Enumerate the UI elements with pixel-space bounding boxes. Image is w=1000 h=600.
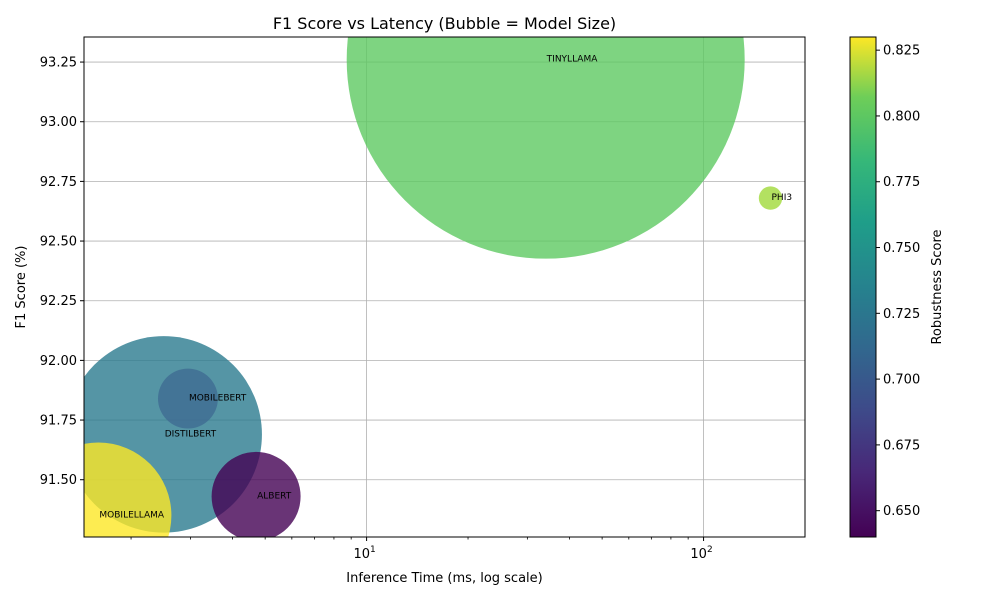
x-axis-ticks: 101 102 xyxy=(130,537,713,562)
colorbar-tick-label: 0.650 xyxy=(883,504,920,519)
y-axis-ticks: 91.50 91.75 92.00 92.25 92.50 92.75 93.00 93.25 xyxy=(40,56,84,488)
bubble-label: TINYLLAMA xyxy=(546,55,599,65)
colorbar-tick-label: 0.675 xyxy=(883,438,920,453)
y-tick-label: 93.00 xyxy=(40,115,77,130)
colorbar-label: Robustness Score xyxy=(930,229,945,344)
y-tick-label: 93.25 xyxy=(40,56,77,71)
colorbar-ticks: 0.650 0.675 0.700 0.725 0.750 0.775 0.800 0.825 xyxy=(876,44,920,519)
colorbar xyxy=(849,36,877,538)
y-tick-label: 92.25 xyxy=(40,294,77,309)
y-tick-label: 92.75 xyxy=(40,175,77,190)
bubble-label: MOBILEBERT xyxy=(189,394,247,404)
chart-title: F1 Score vs Latency (Bubble = Model Size… xyxy=(273,14,616,33)
x-tick-label: 102 xyxy=(690,545,712,562)
y-tick-label: 92.50 xyxy=(40,235,77,250)
x-axis-label: Inference Time (ms, log scale) xyxy=(346,571,542,586)
bubble-layer xyxy=(84,37,783,537)
bubble-label: ALBERT xyxy=(257,491,292,501)
colorbar-tick-label: 0.775 xyxy=(883,175,920,190)
y-tick-label: 91.50 xyxy=(40,473,77,488)
y-axis-label: F1 Score (%) xyxy=(14,246,29,329)
bubble-label: MOBILELLAMA xyxy=(99,511,165,521)
bubble-point xyxy=(157,368,218,429)
colorbar-tick-label: 0.725 xyxy=(883,307,920,322)
colorbar-tick-label: 0.750 xyxy=(883,241,920,256)
colorbar-tick-label: 0.700 xyxy=(883,373,920,388)
bubble-label: DISTILBERT xyxy=(165,429,217,439)
bubble-label-layer: TINYLLAMA PHI3 MOBILEBERT DISTILBERT ALBERT M… xyxy=(99,55,792,521)
bubble-point xyxy=(211,451,301,537)
bubble-label: PHI3 xyxy=(772,193,793,203)
y-tick-label: 92.00 xyxy=(40,354,77,369)
x-tick-exponent: 2 xyxy=(707,545,713,555)
bubble-point xyxy=(758,186,783,210)
x-tick-label: 101 xyxy=(353,545,375,562)
plot-frame xyxy=(83,36,806,538)
bubble-point xyxy=(84,442,172,537)
colorbar-tick-label: 0.825 xyxy=(883,44,920,59)
y-tick-label: 91.75 xyxy=(40,414,77,429)
bubble-point xyxy=(346,37,745,259)
x-tick-exponent: 1 xyxy=(370,545,376,555)
colorbar-tick-label: 0.800 xyxy=(883,109,920,124)
